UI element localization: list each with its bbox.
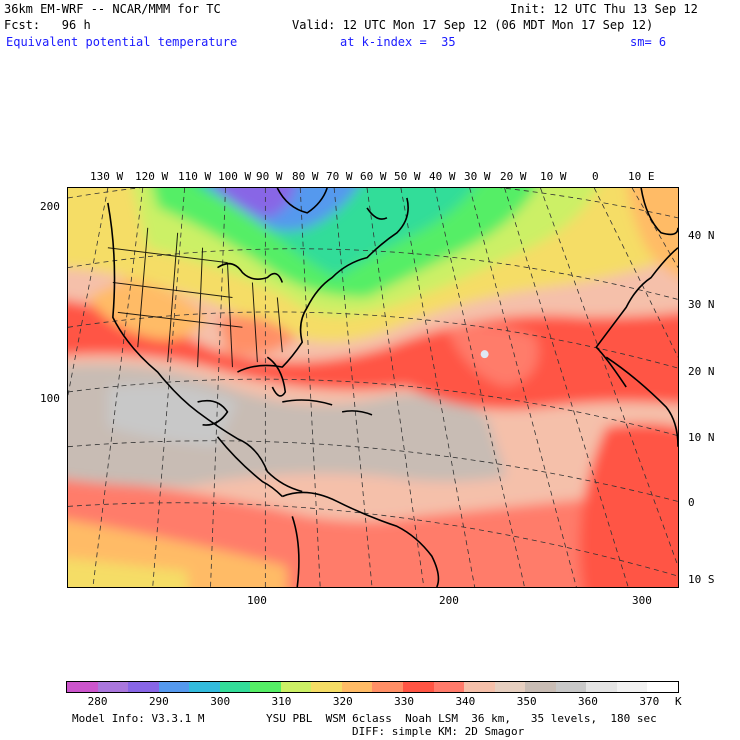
color-bar-label: 340 <box>455 695 476 708</box>
color-bar-swatch <box>525 682 556 692</box>
color-bar-swatch <box>433 682 465 692</box>
lon-label: 100 W <box>218 170 252 183</box>
coastlines <box>107 188 678 587</box>
lat-label: 10 N <box>688 431 715 444</box>
lon-label: 130 W <box>90 170 124 183</box>
lat-lon-grid <box>68 188 678 587</box>
color-bar-label: K <box>675 695 682 708</box>
lat-label: 20 N <box>688 365 715 378</box>
color-bar-label: 280 <box>87 695 108 708</box>
color-bar-swatch <box>189 682 220 692</box>
forecast-hour: Fcst: 96 h <box>4 18 91 32</box>
lon-label: 70 W <box>326 170 353 183</box>
color-bar-swatch <box>280 682 312 692</box>
color-bar-label: 360 <box>578 695 598 708</box>
lon-label: 80 W <box>292 170 319 183</box>
color-bar-swatch <box>311 682 342 692</box>
valid-time: Valid: 12 UTC Mon 17 Sep 12 (06 MDT Mon … <box>292 18 654 32</box>
color-bar-swatch <box>586 682 617 692</box>
grid-tick-x: 300 <box>632 594 652 607</box>
color-bar-swatch <box>555 682 587 692</box>
grid-tick-y: 100 <box>40 392 60 405</box>
storm-center <box>480 350 489 359</box>
lon-label: 40 W <box>429 170 456 183</box>
field-name: Equivalent potential temperature <box>6 35 238 49</box>
color-bar-swatch <box>341 682 373 692</box>
lon-label: 90 W <box>256 170 283 183</box>
color-bar-swatch <box>128 682 159 692</box>
smoothing-info: sm= 6 <box>630 35 667 49</box>
level-info: at k-index = 35 <box>340 35 456 49</box>
physics-info: YSU PBL WSM 6class Noah LSM 36 km, 35 le… <box>266 712 657 725</box>
grid-tick-x: 200 <box>439 594 459 607</box>
model-title: 36km EM-WRF -- NCAR/MMM for TC <box>4 2 221 16</box>
color-bar-swatch <box>372 682 404 692</box>
color-bar-swatch <box>403 682 434 692</box>
lon-label: 110 W <box>178 170 212 183</box>
color-bar-swatch <box>67 682 98 692</box>
color-bar-label: 310 <box>271 695 292 708</box>
color-bar <box>66 681 679 693</box>
lon-label: 30 W <box>464 170 491 183</box>
lat-label: 0 <box>688 496 695 509</box>
lon-label: 10 W <box>540 170 567 183</box>
color-bar-label: 370 <box>639 695 660 708</box>
init-time: Init: 12 UTC Thu 13 Sep 12 <box>510 2 698 16</box>
grid-tick-x: 100 <box>247 594 267 607</box>
diffusion-info: DIFF: simple KM: 2D Smagor <box>352 725 525 738</box>
color-bar-label: 330 <box>394 695 415 708</box>
lon-label: 120 W <box>135 170 169 183</box>
lon-label: 60 W <box>360 170 387 183</box>
lon-label: 20 W <box>500 170 527 183</box>
lat-label: 40 N <box>688 229 715 242</box>
color-bar-swatch <box>219 682 251 692</box>
color-bar-label: 320 <box>332 695 353 708</box>
lon-label: 10 E <box>628 170 655 183</box>
color-bar-swatch <box>97 682 129 692</box>
color-bar-swatch <box>647 682 678 692</box>
theta-e-map <box>67 187 679 588</box>
grid-tick-y: 200 <box>40 200 60 213</box>
lon-label: 0 <box>592 170 599 183</box>
color-bar-swatch <box>494 682 526 692</box>
color-bar-label: 350 <box>516 695 537 708</box>
color-bar-swatch <box>158 682 190 692</box>
lat-label: 10 S <box>688 573 715 586</box>
model-info: Model Info: V3.3.1 M <box>72 712 205 725</box>
color-bar-swatch <box>464 682 495 692</box>
color-bar-swatch <box>616 682 648 692</box>
temperature-field <box>68 188 678 587</box>
state-borders <box>107 227 283 368</box>
color-bar-swatch <box>250 682 281 692</box>
color-bar-label: 290 <box>148 695 169 708</box>
color-bar-label: 300 <box>210 695 231 708</box>
lat-label: 30 N <box>688 298 715 311</box>
lon-label: 50 W <box>394 170 421 183</box>
